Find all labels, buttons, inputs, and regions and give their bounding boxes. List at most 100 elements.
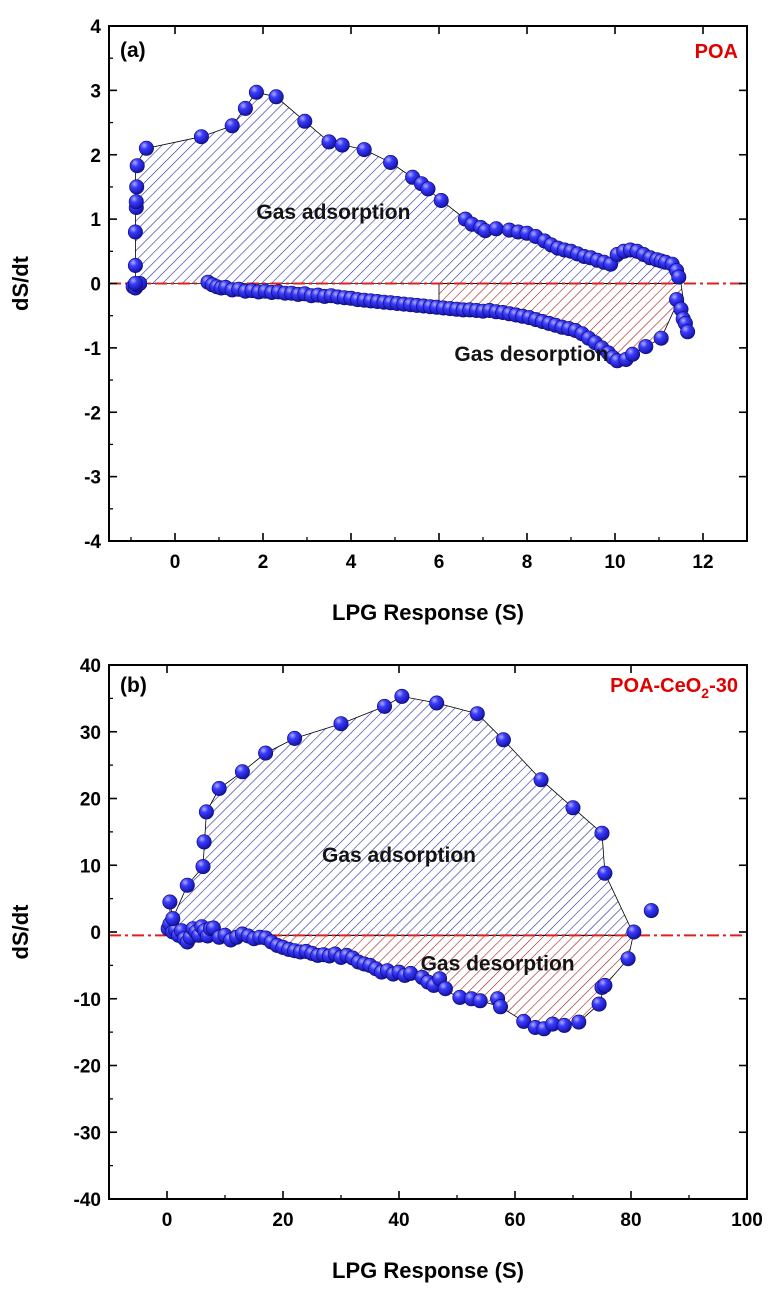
adsorption-point	[376, 698, 392, 714]
adsorption-point	[643, 903, 659, 919]
desorption-point	[556, 1017, 572, 1033]
adsorption-point	[129, 158, 145, 174]
x-tick-label: 100	[731, 1210, 763, 1231]
sample-label-subscript: 2	[701, 685, 709, 701]
adsorption-point	[258, 745, 274, 761]
adsorption-point	[333, 716, 349, 732]
adsorption-point	[429, 695, 445, 711]
adsorption-point	[533, 772, 549, 788]
adsorption-point	[248, 84, 264, 100]
adsorption-point	[237, 100, 253, 116]
desorption-point	[620, 951, 636, 967]
adsorption-point	[469, 706, 485, 722]
adsorption-point	[224, 118, 240, 134]
desorption-point	[492, 999, 508, 1015]
y-tick-label: -1	[84, 339, 101, 360]
y-tick-label: 3	[90, 81, 101, 102]
x-tick-label: 2	[258, 552, 269, 573]
y-tick-label: -4	[84, 532, 101, 553]
panel-label: (b)	[120, 674, 147, 697]
adsorption-point	[195, 859, 211, 875]
y-tick-label: 0	[90, 275, 101, 296]
adsorption-point	[594, 825, 610, 841]
x-axis-label: LPG Response (S)	[332, 1258, 524, 1283]
chart-panel-b: 0 20 40 60 80 100 -40 -30 -20 -10 0 10 20 30 40 LPG Re…	[8, 656, 763, 1283]
panel-label: (a)	[120, 39, 146, 62]
adsorption-point	[488, 221, 504, 237]
adsorption-point	[129, 179, 145, 195]
x-tick-label: 20	[272, 1210, 293, 1231]
adsorption-point	[127, 275, 143, 291]
desorption-annotation: Gas desorption	[421, 953, 575, 976]
x-tick-label: 60	[504, 1210, 525, 1231]
adsorption-point	[495, 732, 511, 748]
adsorption-point	[334, 137, 350, 153]
y-tick-label: 40	[80, 656, 101, 677]
y-tick-label: 0	[90, 923, 101, 944]
y-tick-label: 10	[80, 856, 101, 877]
adsorption-point	[356, 142, 372, 158]
adsorption-point	[234, 764, 250, 780]
y-axis-label: dS/dt	[8, 255, 33, 311]
plot-layers: 0 20 40 60 80 100 -40 -30 -20 -10 0 10 20 30 40	[74, 656, 763, 1231]
x-tick-label: 0	[170, 552, 181, 573]
adsorption-point	[671, 269, 687, 285]
adsorption-point	[179, 877, 195, 893]
adsorption-point	[268, 89, 284, 105]
x-tick-label: 0	[162, 1210, 173, 1231]
y-tick-label: -10	[74, 990, 101, 1011]
adsorption-point	[127, 257, 143, 273]
desorption-point	[653, 330, 669, 346]
desorption-point	[591, 996, 607, 1012]
x-tick-label: 6	[434, 552, 445, 573]
sample-label: POA-CeO2-30	[610, 675, 738, 701]
adsorption-point	[287, 730, 303, 746]
x-tick-label: 10	[604, 552, 625, 573]
sample-label-main: POA-CeO	[610, 675, 701, 697]
adsorption-point	[297, 113, 313, 129]
x-tick-label: 8	[522, 552, 533, 573]
adsorption-region	[169, 695, 632, 936]
adsorption-point	[433, 193, 449, 209]
adsorption-point	[211, 781, 227, 797]
adsorption-point	[138, 140, 154, 156]
desorption-annotation: Gas desorption	[454, 343, 608, 366]
x-tick-label: 12	[692, 552, 713, 573]
adsorption-point	[196, 834, 212, 850]
desorption-point	[472, 993, 488, 1009]
desorption-region	[270, 931, 635, 1030]
sample-label: POA	[695, 41, 738, 63]
adsorption-annotation: Gas adsorption	[256, 201, 410, 224]
x-tick-label: 4	[346, 552, 357, 573]
adsorption-point	[128, 194, 144, 210]
adsorption-point	[383, 155, 399, 171]
desorption-point	[680, 324, 696, 340]
adsorption-point	[420, 181, 436, 197]
y-tick-label: -20	[74, 1057, 101, 1078]
desorption-point	[597, 977, 613, 993]
y-tick-label: 20	[80, 790, 101, 811]
desorption-point	[437, 981, 453, 997]
y-tick-label: 30	[80, 723, 101, 744]
x-tick-label: 40	[388, 1210, 409, 1231]
adsorption-point	[127, 224, 143, 240]
adsorption-point	[198, 804, 214, 820]
x-axis-label: LPG Response (S)	[332, 600, 524, 625]
desorption-point	[638, 339, 654, 355]
adsorption-point	[162, 894, 178, 910]
adsorption-point	[165, 911, 181, 927]
adsorption-point	[565, 800, 581, 816]
sample-label-tail: -30	[709, 675, 738, 697]
desorption-point	[625, 346, 641, 362]
adsorption-point	[394, 688, 410, 704]
y-tick-label: -3	[84, 468, 101, 489]
adsorption-point	[597, 865, 613, 881]
y-axis-label: dS/dt	[8, 904, 33, 960]
adsorption-point	[321, 134, 337, 150]
y-tick-label: 1	[90, 210, 101, 231]
y-tick-label: -40	[74, 1190, 101, 1211]
desorption-point	[516, 1013, 532, 1029]
adsorption-annotation: Gas adsorption	[322, 844, 476, 867]
